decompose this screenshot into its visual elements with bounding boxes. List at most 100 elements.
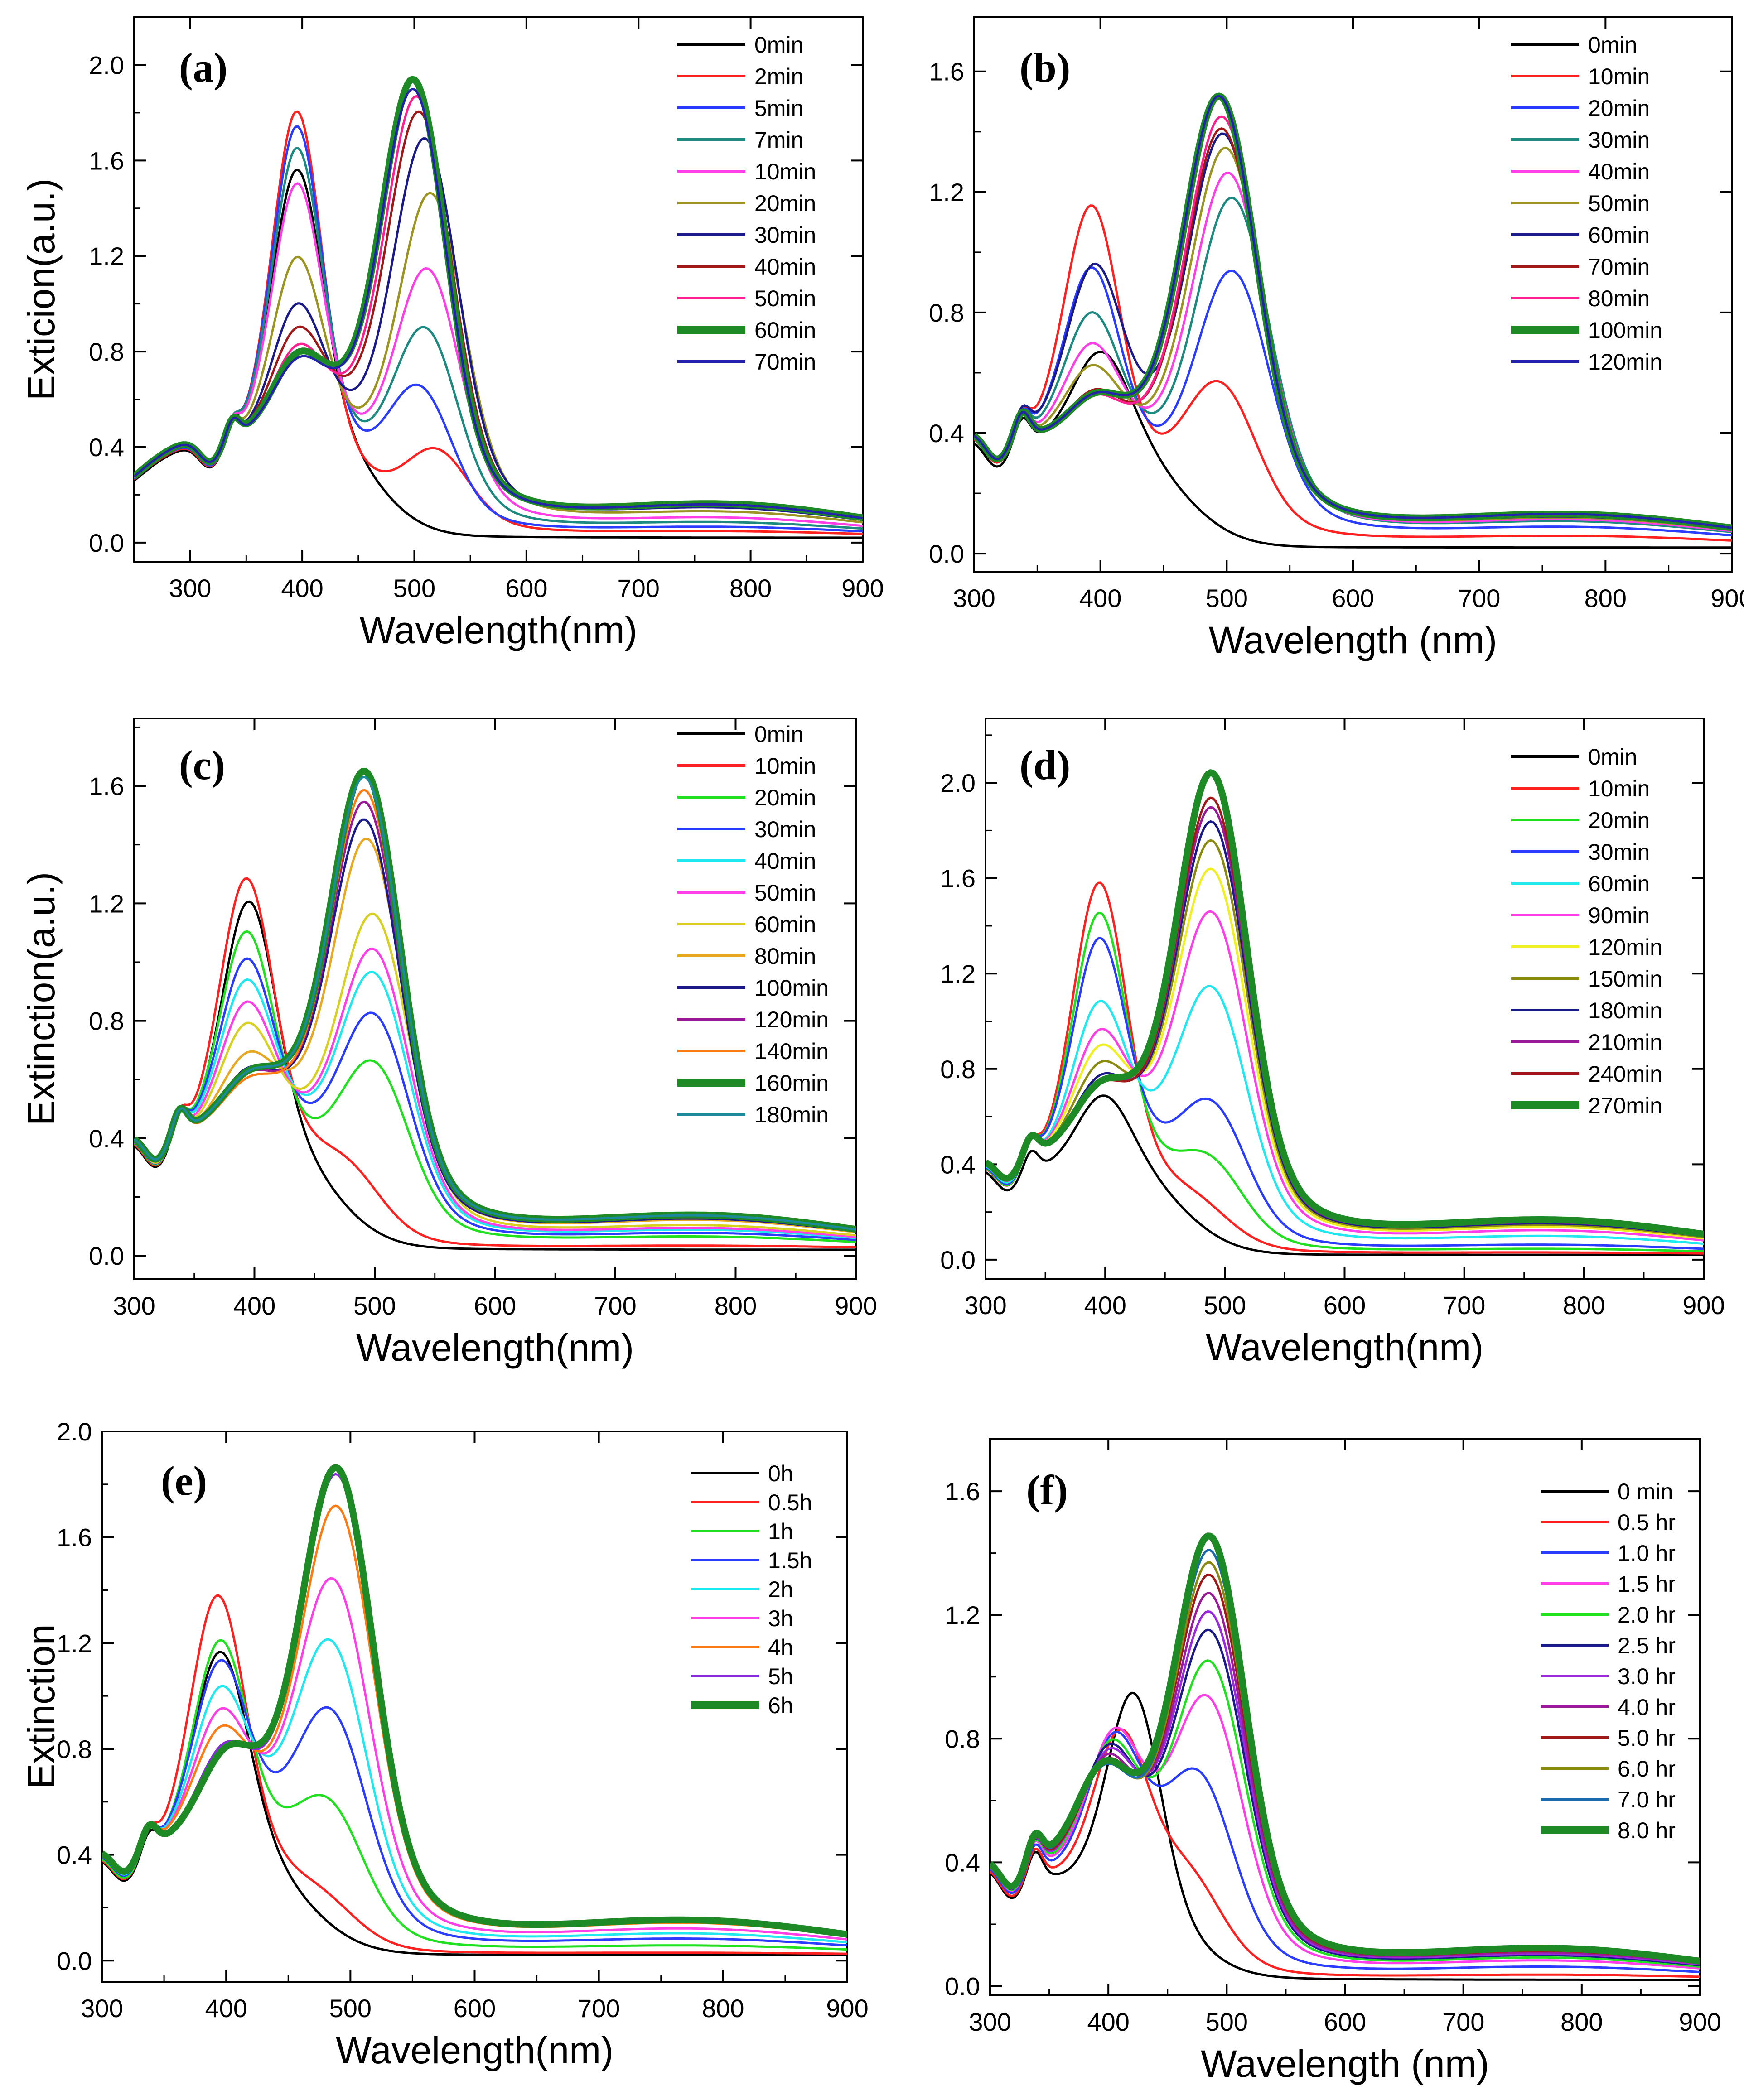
legend-label: 80min (754, 944, 816, 969)
x-tick-label: 400 (205, 1994, 247, 2023)
panel-f: 300 400 500 600 700 800 900 0.0 0.4 0.8 1.2 1.6 Wave… (945, 1438, 1721, 2085)
series-line-1.5hr (990, 1694, 1700, 1970)
series-line-20min (974, 266, 1732, 537)
y-tick-label: 0.8 (89, 337, 124, 366)
legend-label: 30min (1588, 839, 1650, 865)
panel-letter: (b) (1019, 44, 1070, 91)
series-line-0min (974, 351, 1732, 549)
x-tick-label: 300 (113, 1291, 155, 1320)
x-tick-label: 800 (729, 574, 772, 602)
legend-label: 140min (754, 1039, 829, 1064)
x-tick-label: 400 (233, 1291, 275, 1320)
series-line-0h (102, 1651, 847, 1956)
legend-label: 50min (1588, 191, 1650, 216)
series-line-60min (986, 985, 1704, 1245)
legend-label: 120min (754, 1007, 829, 1032)
legend-label: 160min (754, 1070, 829, 1096)
series-line-5min (134, 125, 863, 533)
legend-label: 70min (754, 349, 816, 375)
x-tick-label: 500 (393, 574, 435, 602)
legend-label: 1.0 hr (1618, 1541, 1676, 1566)
x-tick-label: 500 (1206, 2008, 1248, 2036)
series-group (990, 1532, 1700, 1981)
series-line-10min (134, 182, 863, 527)
legend-label: 60min (1588, 871, 1650, 896)
legend-label: 150min (1588, 966, 1662, 992)
legend-label: 1h (768, 1519, 793, 1544)
legend-label: 1.5h (768, 1548, 812, 1573)
legend-label: 20min (754, 191, 816, 216)
legend-label: 5min (754, 96, 803, 121)
legend-label: 5h (768, 1664, 793, 1689)
legend-label: 0min (754, 32, 803, 58)
legend-label: 0min (1588, 32, 1637, 58)
series-line-2h (102, 1638, 847, 1944)
x-tick-label: 300 (969, 2008, 1011, 2036)
x-tick-label: 600 (1324, 2008, 1366, 2036)
panel-e: 300 400 500 600 700 800 900 0.0 0.4 0.8 1.2 1.6 2.0 W… (20, 1417, 869, 2071)
legend-label: 2min (754, 64, 803, 89)
series-line-60min (134, 912, 856, 1237)
x-tick-label: 900 (1682, 1291, 1725, 1320)
y-tick-label: 2.0 (57, 1417, 92, 1446)
series-line-50min (134, 947, 856, 1238)
series-line-20min (986, 911, 1704, 1252)
legend-label: 1.5 hr (1618, 1571, 1676, 1597)
x-tick-label: 700 (578, 1994, 620, 2023)
x-axis-label: Wavelength(nm) (336, 2029, 614, 2071)
legend-label: 40min (754, 254, 816, 279)
legend-label: 100min (754, 975, 829, 1001)
series-line-120min (134, 800, 856, 1232)
series-line-30min (134, 957, 856, 1241)
y-tick-label: 1.2 (57, 1629, 92, 1657)
series-line-10min (986, 881, 1704, 1255)
legend-label: 2.5 hr (1618, 1633, 1676, 1658)
series-line-140min (134, 789, 856, 1231)
legend-label: 7.0 hr (1618, 1787, 1676, 1812)
series-line-120min (974, 95, 1732, 529)
series-line-2.0hr (990, 1659, 1700, 1968)
y-tick-label: 1.6 (57, 1523, 92, 1552)
legend-label: 10min (754, 159, 816, 184)
x-tick-label: 300 (169, 574, 211, 602)
series-line-4h (102, 1504, 847, 1937)
x-tick-label: 500 (1206, 584, 1248, 612)
series-line-10min (134, 877, 856, 1249)
legend-label: 3.0 hr (1618, 1664, 1676, 1689)
series-group (986, 769, 1704, 1256)
y-tick-label: 0.4 (89, 1124, 124, 1153)
panel-letter: (c) (179, 742, 225, 788)
legend-label: 10min (754, 753, 816, 779)
y-tick-label: 1.6 (940, 864, 976, 893)
series-line-0min (134, 900, 856, 1251)
y-tick-label: 0.0 (945, 1972, 980, 2001)
y-tick-label: 0.4 (89, 433, 124, 462)
legend-label: 20min (1588, 808, 1650, 833)
legend-label: 0h (768, 1461, 793, 1486)
x-tick-label: 700 (1458, 584, 1500, 612)
series-line-2.5hr (990, 1628, 1700, 1967)
x-tick-label: 400 (1087, 2008, 1129, 2036)
x-tick-label: 500 (1204, 1291, 1246, 1320)
x-tick-label: 400 (281, 574, 323, 602)
y-tick-label: 1.2 (89, 242, 124, 270)
legend-label: 8.0 hr (1618, 1818, 1676, 1843)
x-tick-label: 600 (1332, 584, 1374, 612)
y-axis-label: Exticion(a.u.) (20, 178, 63, 400)
legend-label: 0.5 hr (1618, 1510, 1676, 1535)
legend-label: 210min (1588, 1030, 1662, 1055)
x-tick-label: 700 (618, 574, 660, 602)
y-tick-label: 0.4 (945, 1848, 980, 1877)
series-line-3h (102, 1577, 847, 1941)
series-line-0min (990, 1691, 1700, 1981)
legend-label: 70min (1588, 254, 1650, 279)
y-tick-label: 1.6 (945, 1477, 980, 1506)
legend-label: 50min (754, 880, 816, 906)
y-tick-label: 0.4 (940, 1150, 976, 1179)
legend-label: 120min (1588, 349, 1662, 375)
y-tick-label: 1.6 (89, 146, 124, 175)
x-axis-label: Wavelength(nm) (1206, 1326, 1483, 1368)
y-axis-label: Extinction(a.u.) (20, 872, 63, 1126)
legend-label: 4.0 hr (1618, 1695, 1676, 1720)
